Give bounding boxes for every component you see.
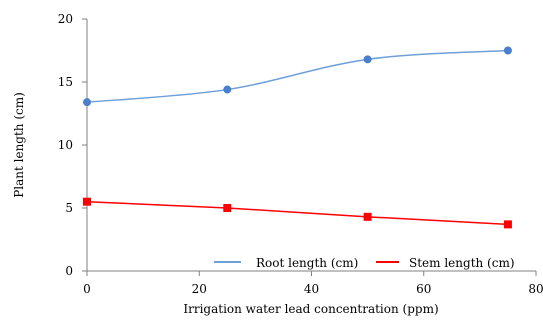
data-point: [363, 212, 372, 221]
x-axis-title: Irrigation water lead concentration (ppm…: [183, 302, 438, 316]
x-tick-label: 40: [304, 282, 319, 296]
data-point: [363, 55, 372, 64]
y-axis-title: Plant length (cm): [12, 92, 26, 198]
axes: [86, 19, 536, 272]
x-tick-label: 60: [416, 282, 431, 296]
legend-label-stem: Stem length (cm): [409, 256, 515, 270]
y-tick-label: 20: [58, 12, 73, 26]
y-tick-label: 0: [65, 264, 73, 278]
data-point: [223, 204, 232, 212]
data-point: [503, 46, 512, 55]
data-point: [83, 98, 91, 107]
data-point: [223, 85, 232, 94]
legend-label-root: Root length (cm): [256, 256, 358, 270]
y-tick-label: 15: [58, 75, 73, 89]
x-tick-label: 80: [528, 282, 543, 296]
data-point: [503, 220, 512, 229]
ticks: 0 5 10 15 20 0 20 40 60 80: [58, 12, 543, 296]
data-point: [83, 197, 91, 206]
y-tick-label: 5: [65, 201, 73, 215]
legend: Root length (cm) Stem length (cm): [214, 256, 515, 270]
x-tick-label: 20: [192, 282, 207, 296]
series-line-1: [86, 200, 508, 226]
x-tick-label: 0: [83, 282, 91, 296]
series-layer: [83, 46, 512, 229]
series-line-0: [86, 49, 508, 103]
y-tick-label: 10: [58, 138, 73, 152]
